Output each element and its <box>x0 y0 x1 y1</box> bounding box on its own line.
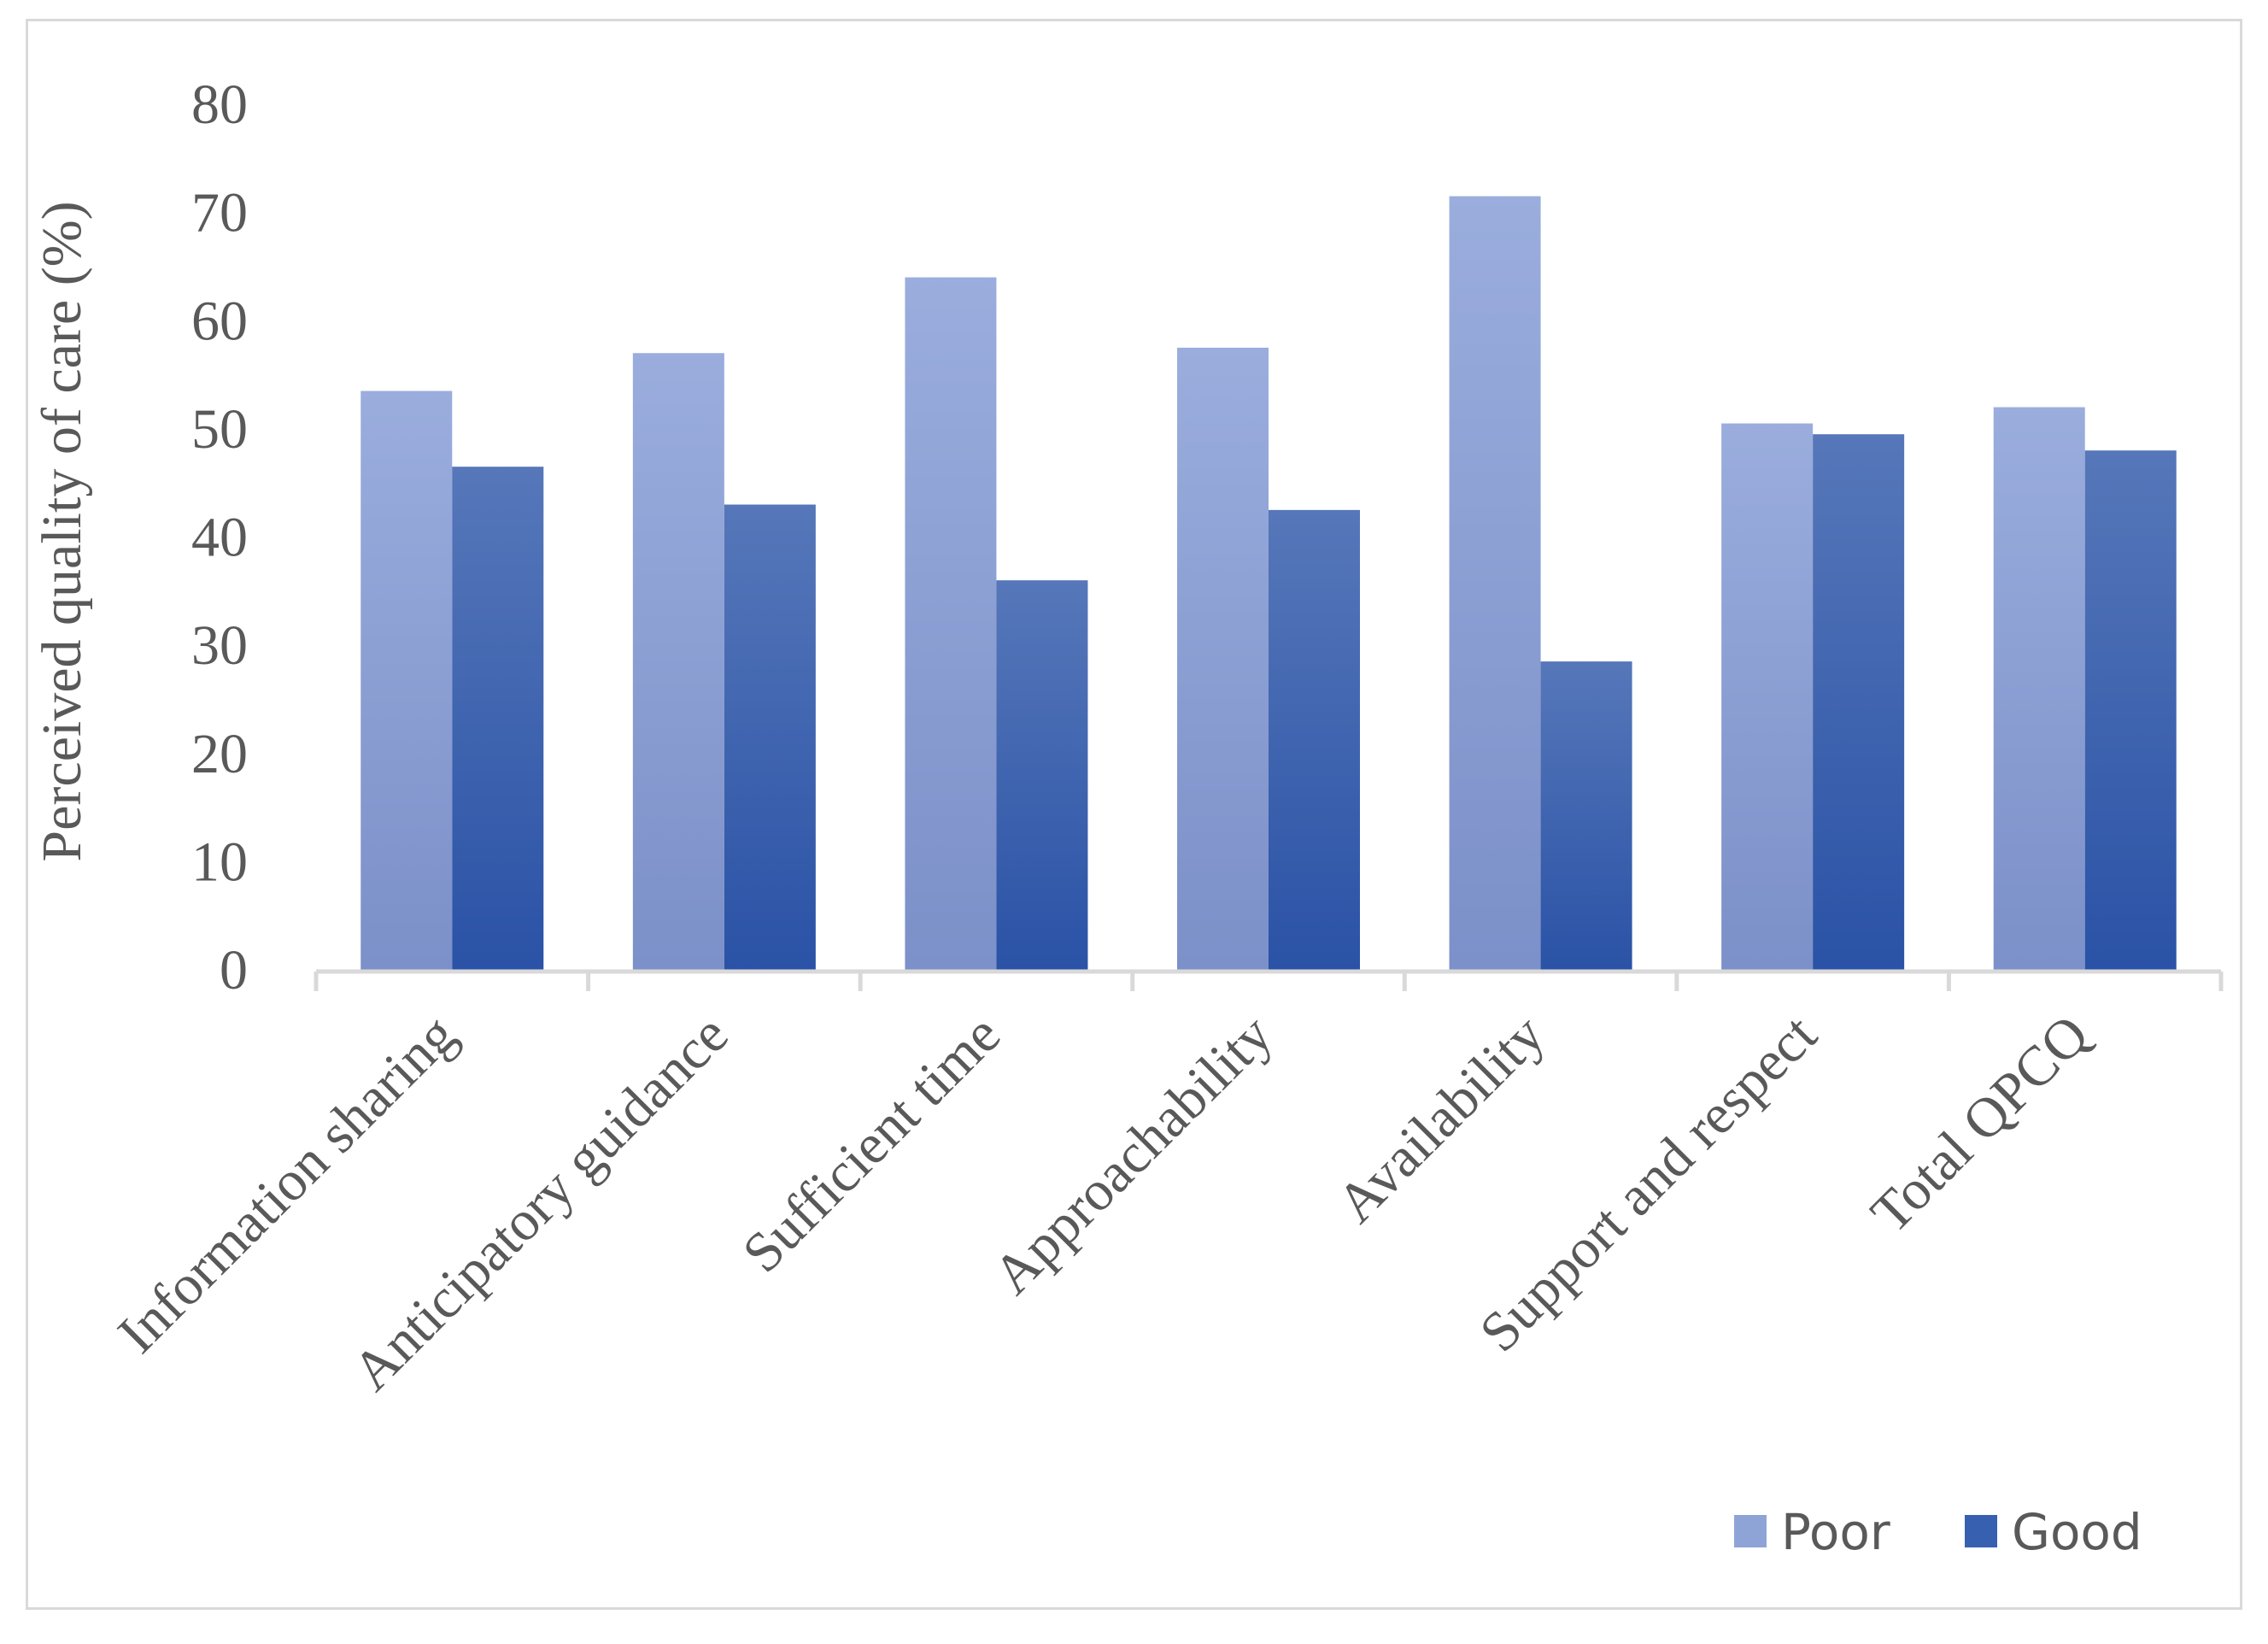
x-category-label: Approachability <box>982 1003 1285 1306</box>
bar-poor-2 <box>905 277 997 971</box>
y-tick-label: 0 <box>220 939 248 1001</box>
bar-good-5 <box>1813 434 1905 970</box>
y-axis-ticks: 0 10 20 30 40 50 60 70 80 <box>191 73 248 1001</box>
bar-good-0 <box>452 467 544 970</box>
bars-group <box>360 196 2177 971</box>
legend-swatch-poor <box>1734 1515 1767 1547</box>
bar-good-1 <box>724 504 816 970</box>
bar-poor-0 <box>360 390 453 970</box>
bar-poor-6 <box>1993 407 2085 970</box>
y-tick-label: 40 <box>191 507 248 569</box>
y-tick-label: 70 <box>191 182 248 244</box>
bar-good-3 <box>1269 509 1360 970</box>
y-tick-label: 30 <box>191 614 248 677</box>
x-axis <box>314 969 2224 991</box>
y-axis-title: Perceived quality of care (%) <box>31 201 93 861</box>
x-category-label: Availability <box>1325 1003 1556 1235</box>
legend-swatch-good <box>1965 1515 1997 1547</box>
bar-poor-4 <box>1449 196 1541 971</box>
legend-label-poor: Poor <box>1781 1503 1890 1561</box>
y-tick-label: 50 <box>191 398 248 461</box>
legend-label-good: Good <box>2012 1503 2142 1561</box>
bar-good-6 <box>2084 450 2177 970</box>
bar-poor-5 <box>1721 423 1814 970</box>
y-tick-label: 60 <box>191 290 248 352</box>
bar-poor-1 <box>632 353 724 970</box>
x-category-label: Sufficient time <box>731 1003 1012 1284</box>
bar-good-4 <box>1540 661 1632 970</box>
legend: Poor Good <box>1734 1503 2142 1561</box>
y-tick-label: 80 <box>191 73 248 136</box>
bar-poor-3 <box>1177 347 1269 970</box>
bar-good-2 <box>996 580 1088 970</box>
y-tick-label: 10 <box>191 831 248 893</box>
y-tick-label: 20 <box>191 723 248 785</box>
x-category-label: Total QPCQ <box>1859 1003 2101 1245</box>
